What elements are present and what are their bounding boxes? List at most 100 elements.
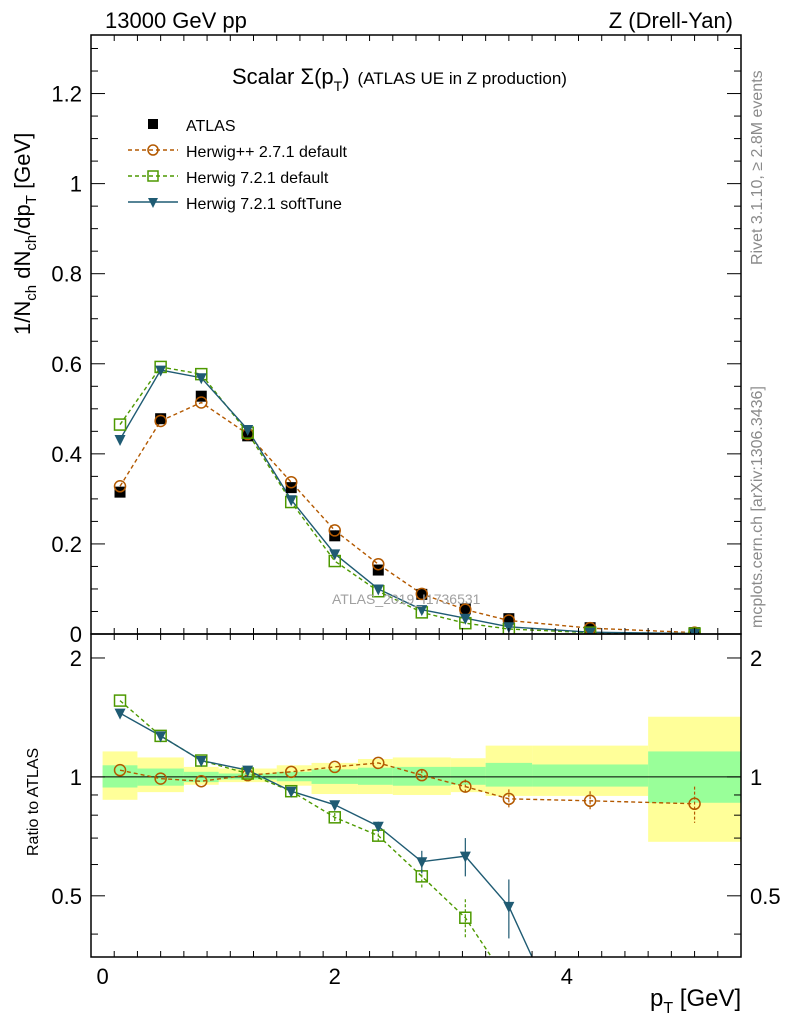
series-line xyxy=(119,369,695,634)
data-point xyxy=(459,851,471,863)
data-point xyxy=(195,396,208,409)
main-y-tick-label: 0 xyxy=(70,622,82,647)
data-point xyxy=(242,765,254,777)
xlabel-sub: T xyxy=(663,1000,673,1017)
data-point xyxy=(113,418,127,431)
data-point xyxy=(155,365,167,377)
axis-ticks: 0 2 400.20.40.60.811.20.5 0.51 12 2 xyxy=(51,35,781,989)
ylabel-part-7: [GeV] xyxy=(10,133,35,195)
data-point xyxy=(329,549,341,561)
main-y-tick-label: 0.4 xyxy=(51,442,82,467)
data-point xyxy=(459,911,472,924)
data-point xyxy=(328,811,341,824)
data-point xyxy=(328,760,341,774)
ratio-y-tick-label: 0.5 xyxy=(51,884,82,909)
data-point xyxy=(285,786,297,798)
ylabel-part-5: /dp xyxy=(10,204,35,235)
x-tick-label: 4 xyxy=(561,964,573,989)
mcplots-label: mcplots.cern.ch [arXiv:1306.3436] xyxy=(749,386,766,628)
data-point xyxy=(416,588,428,600)
data-point xyxy=(416,605,428,617)
data-point xyxy=(328,524,341,537)
legend-label-herwig-default: Herwig 7.2.1 default xyxy=(186,170,329,187)
band-inner-bin xyxy=(532,764,649,787)
main-y-tick-label: 1.2 xyxy=(51,82,82,107)
ylabel-part-3: dN xyxy=(10,251,35,285)
data-point xyxy=(148,198,158,208)
data-point xyxy=(148,119,158,129)
data-point xyxy=(372,821,384,833)
data-point xyxy=(459,603,471,615)
data-point xyxy=(154,414,167,428)
data-point xyxy=(584,627,596,634)
data-point xyxy=(195,390,207,402)
ratio-y-tick-label: 2 xyxy=(70,646,82,671)
ratio-y-tick-label-right: 1 xyxy=(750,765,762,790)
header-left: 13000 GeV pp xyxy=(105,8,247,33)
ylabel-part-6: T xyxy=(23,195,40,204)
legend-label-herwigpp: Herwig++ 2.7.1 default xyxy=(186,144,348,161)
data-point xyxy=(154,772,167,785)
series-line xyxy=(119,401,695,634)
main-y-axis-label: 1/Nch dNch/dpT [GeV] xyxy=(10,133,40,335)
data-point xyxy=(415,587,429,601)
data-point xyxy=(284,765,298,779)
data-point xyxy=(502,792,516,806)
data-point xyxy=(503,613,515,625)
header-right: Z (Drell-Yan) xyxy=(609,8,733,33)
main-series-lines xyxy=(119,366,695,634)
data-point xyxy=(503,622,515,634)
data-point xyxy=(155,731,167,743)
rivet-label: Rivet 3.1.10, ≥ 2.8M events xyxy=(749,70,766,265)
data-point xyxy=(503,901,515,913)
main-y-tick-label: 0.2 xyxy=(51,532,82,557)
data-point xyxy=(372,584,384,596)
data-point xyxy=(195,774,208,788)
main-series-markers xyxy=(114,365,701,634)
data-point xyxy=(147,144,159,156)
data-point xyxy=(155,413,167,425)
ratio-y-tick-label: 1 xyxy=(70,765,82,790)
data-point xyxy=(113,763,127,777)
main-title-text: Scalar Σ(p xyxy=(232,64,334,89)
data-point xyxy=(415,768,429,782)
main-y-tick-label: 1 xyxy=(70,172,82,197)
ylabel-part-2: ch xyxy=(23,285,40,301)
series-line xyxy=(119,762,695,805)
data-point xyxy=(114,434,126,446)
main-y-tick-label: 0.8 xyxy=(51,262,82,287)
data-point xyxy=(195,756,207,768)
main-series-markers xyxy=(113,360,701,634)
xlabel-unit: [GeV] xyxy=(673,985,741,1012)
x-axis-label: pT [GeV] xyxy=(650,985,741,1017)
data-point xyxy=(114,708,126,720)
data-point xyxy=(242,425,254,437)
series-lines xyxy=(119,366,695,957)
data-point xyxy=(284,475,298,489)
data-point xyxy=(285,495,297,507)
main-y-tick-label: 0.6 xyxy=(51,352,82,377)
data-point xyxy=(459,613,471,625)
ratio-uncertainty-bands xyxy=(91,716,741,842)
main-title-sub: T xyxy=(334,78,343,94)
data-point xyxy=(459,780,472,793)
main-title-close: ) xyxy=(342,64,349,89)
legend: ATLAS Herwig++ 2.7.1 default Herwig 7.2.… xyxy=(128,118,348,213)
ratio-y-tick-label-right: 2 xyxy=(750,646,762,671)
legend-label-herwig-softtune: Herwig 7.2.1 softTune xyxy=(186,196,342,213)
main-title-note: (ATLAS UE in Z production) xyxy=(358,69,567,88)
data-point xyxy=(113,694,127,707)
x-tick-label: 0 xyxy=(96,964,108,989)
series-line xyxy=(119,700,493,957)
analysis-watermark: ATLAS_2019_I1736531 xyxy=(332,591,481,607)
data-point xyxy=(688,797,701,811)
data-point xyxy=(372,756,385,770)
series-markers xyxy=(113,360,701,939)
ratio-y-tick-label-right: 0.5 xyxy=(750,884,781,909)
data-point xyxy=(416,857,428,869)
data-point xyxy=(583,626,597,634)
data-point xyxy=(583,794,597,808)
main-title: Scalar Σ(pT) (ATLAS UE in Z production) xyxy=(232,64,567,94)
ratio-series-lines xyxy=(119,700,695,957)
